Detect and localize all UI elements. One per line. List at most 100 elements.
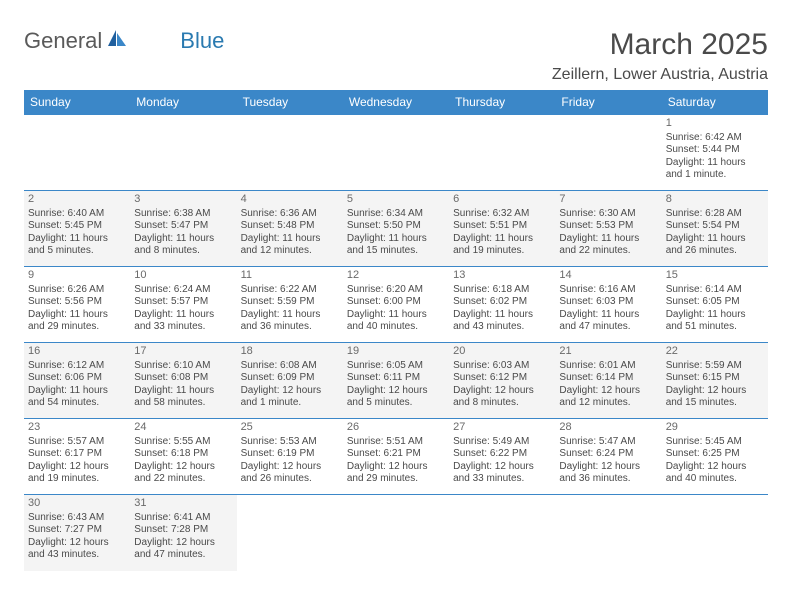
- day1-text: Daylight: 11 hours: [134, 309, 232, 322]
- header: General Blue March 2025 Zeillern, Lower …: [24, 28, 768, 84]
- logo-sail-icon: [106, 28, 128, 54]
- sunset-text: Sunset: 6:05 PM: [666, 296, 764, 309]
- day2-text: and 43 minutes.: [453, 321, 551, 334]
- day-number: 21: [559, 345, 657, 359]
- day2-text: and 1 minute.: [241, 397, 339, 410]
- sunrise-text: Sunrise: 6:38 AM: [134, 208, 232, 221]
- day-cell: 14Sunrise: 6:16 AMSunset: 6:03 PMDayligh…: [555, 267, 661, 343]
- sunset-text: Sunset: 5:48 PM: [241, 220, 339, 233]
- day-header: Thursday: [449, 90, 555, 115]
- day-number: 12: [347, 269, 445, 283]
- day1-text: Daylight: 11 hours: [28, 309, 126, 322]
- sunset-text: Sunset: 6:08 PM: [134, 372, 232, 385]
- sunrise-text: Sunrise: 6:34 AM: [347, 208, 445, 221]
- day-number: 3: [134, 193, 232, 207]
- title-block: March 2025 Zeillern, Lower Austria, Aust…: [552, 28, 768, 84]
- day-number: 17: [134, 345, 232, 359]
- day-cell: 13Sunrise: 6:18 AMSunset: 6:02 PMDayligh…: [449, 267, 555, 343]
- day-cell: 22Sunrise: 5:59 AMSunset: 6:15 PMDayligh…: [662, 343, 768, 419]
- day-number: 13: [453, 269, 551, 283]
- day2-text: and 22 minutes.: [134, 473, 232, 486]
- day-number: 7: [559, 193, 657, 207]
- day2-text: and 47 minutes.: [559, 321, 657, 334]
- day1-text: Daylight: 12 hours: [134, 461, 232, 474]
- day-cell: [343, 115, 449, 191]
- day1-text: Daylight: 11 hours: [241, 309, 339, 322]
- sunrise-text: Sunrise: 6:08 AM: [241, 360, 339, 373]
- day-cell: 29Sunrise: 5:45 AMSunset: 6:25 PMDayligh…: [662, 419, 768, 495]
- day-number: 14: [559, 269, 657, 283]
- sunrise-text: Sunrise: 5:55 AM: [134, 436, 232, 449]
- sunset-text: Sunset: 6:14 PM: [559, 372, 657, 385]
- day-number: 15: [666, 269, 764, 283]
- day-header: Sunday: [24, 90, 130, 115]
- day-header: Saturday: [662, 90, 768, 115]
- day2-text: and 19 minutes.: [28, 473, 126, 486]
- sunset-text: Sunset: 5:44 PM: [666, 144, 764, 157]
- day-cell: 5Sunrise: 6:34 AMSunset: 5:50 PMDaylight…: [343, 191, 449, 267]
- sunset-text: Sunset: 6:22 PM: [453, 448, 551, 461]
- day-cell: [449, 115, 555, 191]
- day2-text: and 40 minutes.: [347, 321, 445, 334]
- sunset-text: Sunset: 6:02 PM: [453, 296, 551, 309]
- day-number: 1: [666, 117, 764, 131]
- day-number: 10: [134, 269, 232, 283]
- day-number: 29: [666, 421, 764, 435]
- sunrise-text: Sunrise: 6:40 AM: [28, 208, 126, 221]
- day2-text: and 12 minutes.: [559, 397, 657, 410]
- day-number: 2: [28, 193, 126, 207]
- day2-text: and 8 minutes.: [134, 245, 232, 258]
- sunset-text: Sunset: 6:19 PM: [241, 448, 339, 461]
- day-cell: 24Sunrise: 5:55 AMSunset: 6:18 PMDayligh…: [130, 419, 236, 495]
- sunrise-text: Sunrise: 5:47 AM: [559, 436, 657, 449]
- day-cell: [662, 495, 768, 571]
- day-cell: 2Sunrise: 6:40 AMSunset: 5:45 PMDaylight…: [24, 191, 130, 267]
- sunset-text: Sunset: 5:56 PM: [28, 296, 126, 309]
- sunrise-text: Sunrise: 6:10 AM: [134, 360, 232, 373]
- day2-text: and 19 minutes.: [453, 245, 551, 258]
- day-number: 9: [28, 269, 126, 283]
- day-cell: [555, 495, 661, 571]
- day-number: 8: [666, 193, 764, 207]
- location: Zeillern, Lower Austria, Austria: [552, 66, 768, 84]
- sunrise-text: Sunrise: 6:42 AM: [666, 132, 764, 145]
- day1-text: Daylight: 12 hours: [241, 461, 339, 474]
- sunrise-text: Sunrise: 6:43 AM: [28, 512, 126, 525]
- day-cell: 7Sunrise: 6:30 AMSunset: 5:53 PMDaylight…: [555, 191, 661, 267]
- day-number: 23: [28, 421, 126, 435]
- day-number: 19: [347, 345, 445, 359]
- sunset-text: Sunset: 6:18 PM: [134, 448, 232, 461]
- day1-text: Daylight: 12 hours: [28, 537, 126, 550]
- sunset-text: Sunset: 5:57 PM: [134, 296, 232, 309]
- day1-text: Daylight: 11 hours: [559, 233, 657, 246]
- day-header: Wednesday: [343, 90, 449, 115]
- day-header-row: Sunday Monday Tuesday Wednesday Thursday…: [24, 90, 768, 115]
- day-cell: 8Sunrise: 6:28 AMSunset: 5:54 PMDaylight…: [662, 191, 768, 267]
- day1-text: Daylight: 11 hours: [347, 309, 445, 322]
- sunset-text: Sunset: 6:03 PM: [559, 296, 657, 309]
- sunrise-text: Sunrise: 6:05 AM: [347, 360, 445, 373]
- sunrise-text: Sunrise: 5:51 AM: [347, 436, 445, 449]
- day-cell: 27Sunrise: 5:49 AMSunset: 6:22 PMDayligh…: [449, 419, 555, 495]
- sunset-text: Sunset: 5:53 PM: [559, 220, 657, 233]
- day-cell: 15Sunrise: 6:14 AMSunset: 6:05 PMDayligh…: [662, 267, 768, 343]
- month-title: March 2025: [552, 28, 768, 62]
- day2-text: and 5 minutes.: [28, 245, 126, 258]
- day2-text: and 36 minutes.: [559, 473, 657, 486]
- sunset-text: Sunset: 6:09 PM: [241, 372, 339, 385]
- week-row: 23Sunrise: 5:57 AMSunset: 6:17 PMDayligh…: [24, 419, 768, 495]
- sunrise-text: Sunrise: 6:14 AM: [666, 284, 764, 297]
- sunset-text: Sunset: 6:25 PM: [666, 448, 764, 461]
- day-cell: 3Sunrise: 6:38 AMSunset: 5:47 PMDaylight…: [130, 191, 236, 267]
- day-cell: 21Sunrise: 6:01 AMSunset: 6:14 PMDayligh…: [555, 343, 661, 419]
- day2-text: and 26 minutes.: [666, 245, 764, 258]
- day1-text: Daylight: 11 hours: [241, 233, 339, 246]
- day-number: 4: [241, 193, 339, 207]
- sunrise-text: Sunrise: 6:30 AM: [559, 208, 657, 221]
- day1-text: Daylight: 11 hours: [666, 309, 764, 322]
- day-cell: 30Sunrise: 6:43 AMSunset: 7:27 PMDayligh…: [24, 495, 130, 571]
- sunset-text: Sunset: 6:24 PM: [559, 448, 657, 461]
- sunrise-text: Sunrise: 5:53 AM: [241, 436, 339, 449]
- day-cell: 23Sunrise: 5:57 AMSunset: 6:17 PMDayligh…: [24, 419, 130, 495]
- day1-text: Daylight: 11 hours: [28, 385, 126, 398]
